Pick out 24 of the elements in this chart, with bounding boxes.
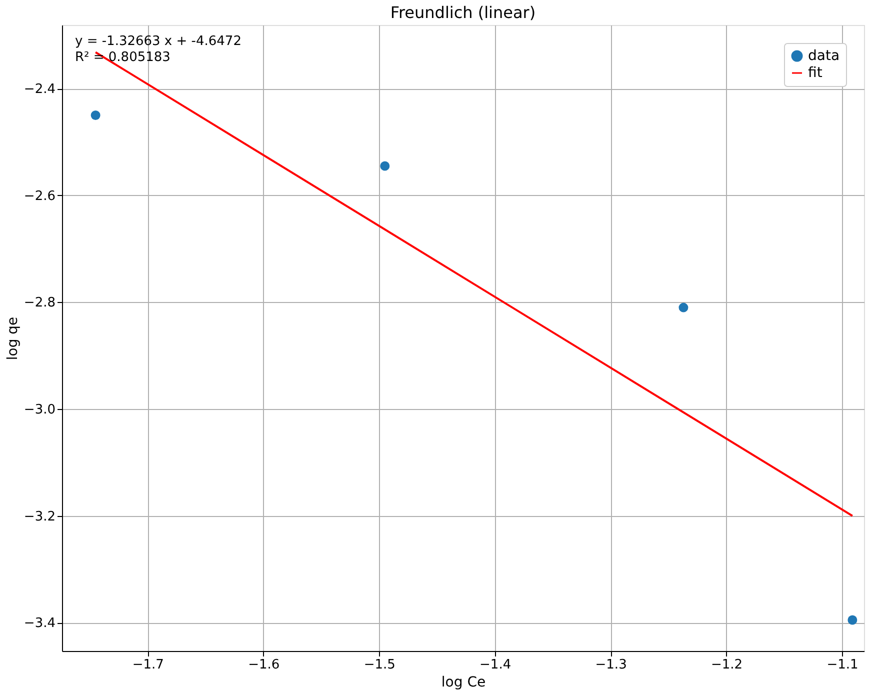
x-axis-title: log Ce xyxy=(441,674,486,690)
annotation: R² = 0.805183 xyxy=(75,50,170,65)
x-tick-label: −1.1 xyxy=(826,658,858,672)
annotation: y = -1.32663 x + -4.6472 xyxy=(75,34,242,49)
y-tick-label: −2.4 xyxy=(24,82,56,98)
y-tick-label: −2.6 xyxy=(24,188,56,204)
point xyxy=(380,161,390,171)
x-tick-label: −1.2 xyxy=(710,658,743,672)
x-tick-label: −1.3 xyxy=(595,658,627,672)
y-tick-label: −3.4 xyxy=(24,616,56,632)
x-tick-label: −1.5 xyxy=(364,658,396,672)
point xyxy=(848,615,858,625)
y-tick-label: −3.2 xyxy=(24,509,56,524)
x-tick-label: −1.6 xyxy=(248,658,280,672)
chart-title: Freundlich (linear) xyxy=(390,3,536,22)
legend-label: data xyxy=(808,48,840,64)
point xyxy=(678,302,688,312)
x-tick-label: −1.4 xyxy=(480,658,512,672)
y-axis-title: log qe xyxy=(4,316,21,360)
y-tick-label: −2.8 xyxy=(24,296,56,311)
legend-label: fit xyxy=(808,65,823,81)
point xyxy=(90,110,100,120)
y-tick-label: −3.0 xyxy=(24,402,56,418)
x-tick-label: −1.7 xyxy=(132,658,164,672)
